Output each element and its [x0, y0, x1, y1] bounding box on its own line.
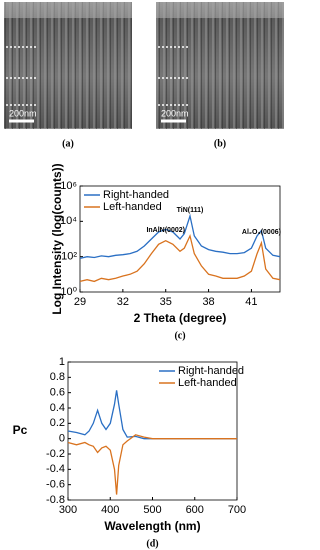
plot-frame: [79, 185, 281, 293]
annotation: TiN(111): [177, 207, 204, 214]
sem-image-a: [4, 2, 132, 129]
annotation: Al₂O₃(0006): [242, 229, 281, 236]
annotation: InAlN(0002): [146, 227, 185, 234]
y-tick-label: -0.2: [46, 448, 65, 460]
y-tick-label: 0.4: [50, 402, 65, 414]
panel-label: (b): [214, 138, 226, 149]
x-axis-label: 2 Theta (degree): [134, 311, 227, 325]
panel-label: (a): [62, 138, 74, 149]
x-tick-label: 35: [160, 296, 172, 308]
figure: 200nm 200nm (a) (b) 10⁰ 10² 10⁴ 10⁶ 29 32 35 38…: [4, 2, 284, 549]
x-tick-label: 38: [202, 296, 214, 308]
y-tick-label: 10⁰: [60, 286, 77, 298]
series-line: [67, 434, 237, 495]
y-tick-label: -0.8: [46, 494, 65, 506]
x-tick-label: 29: [74, 296, 86, 308]
y-tick-label: 0.2: [50, 417, 65, 429]
y-tick-label: 10⁶: [60, 180, 77, 192]
series-line: [79, 213, 281, 260]
series-line: [67, 390, 237, 440]
x-tick-label: 700: [228, 504, 246, 516]
x-tick-label: 500: [143, 504, 161, 516]
legend-label: Left-handed: [103, 201, 162, 213]
sem-image-b: [156, 2, 284, 129]
legend-label: Right-handed: [178, 365, 244, 377]
y-tick-label: -0.4: [46, 463, 65, 475]
panel-label: (c): [174, 330, 185, 341]
y-axis-label: Pc: [13, 423, 28, 437]
x-tick-label: 32: [117, 296, 129, 308]
y-axis-label: Log Intensity (log(counts)): [50, 163, 64, 314]
y-tick-label: 0.6: [50, 387, 65, 399]
series-line: [79, 233, 281, 283]
y-tick-label: 1: [59, 356, 65, 368]
x-tick-label: 300: [59, 504, 77, 516]
scale-bar-label: 200nm: [161, 108, 189, 118]
x-tick-label: 600: [186, 504, 204, 516]
y-tick-label: 0: [59, 433, 65, 445]
y-tick-label: 0.8: [50, 371, 65, 383]
y-tick-label: 10²: [61, 251, 77, 263]
x-axis-label: Wavelength (nm): [104, 519, 200, 533]
legend-label: Right-handed: [103, 189, 169, 201]
x-tick-label: 400: [101, 504, 119, 516]
x-tick-label: 41: [245, 296, 257, 308]
y-tick-label: 10⁴: [60, 215, 77, 227]
legend-label: Left-handed: [178, 377, 237, 389]
scale-bar-label: 200nm: [9, 108, 37, 118]
y-tick-label: -0.6: [46, 479, 65, 491]
panel-label: (d): [146, 538, 158, 549]
